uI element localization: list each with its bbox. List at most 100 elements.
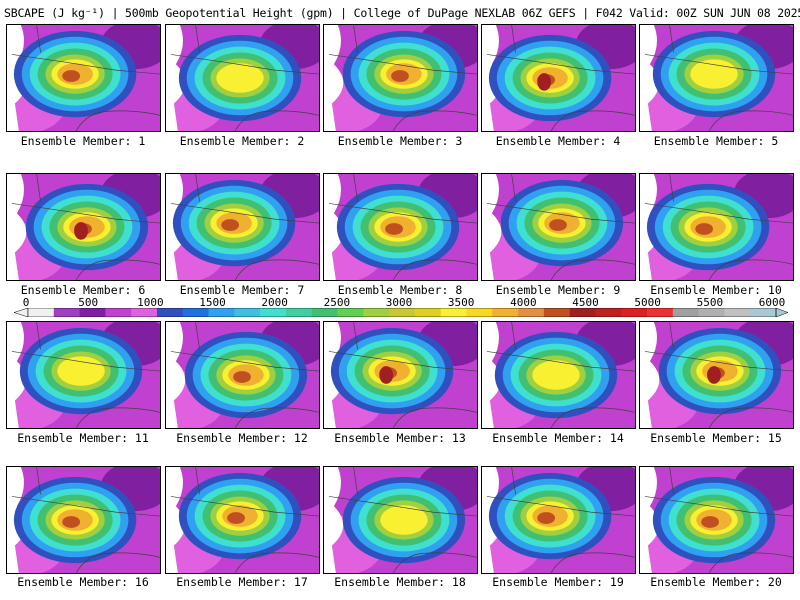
ensemble-member-label: Ensemble Member: 14 <box>492 431 624 445</box>
ensemble-member-label: Ensemble Member: 12 <box>176 431 308 445</box>
cape-map <box>324 322 477 428</box>
cape-map <box>640 25 793 131</box>
colorbar-tick-label: 4000 <box>510 296 537 309</box>
colorbar-tick-label: 5000 <box>634 296 661 309</box>
ensemble-map-panel <box>6 173 161 281</box>
ensemble-member-label: Ensemble Member: 4 <box>495 134 621 148</box>
colorbar-swatch <box>750 308 777 317</box>
ensemble-map-panel <box>481 24 636 132</box>
colorbar-tick-label: 3500 <box>447 296 475 309</box>
ensemble-map-panel <box>639 321 794 429</box>
ensemble-member-label: Ensemble Member: 19 <box>492 575 624 589</box>
ensemble-map-panel <box>323 321 478 429</box>
colorbar-swatch <box>208 308 235 317</box>
low-cape-region <box>7 322 27 428</box>
cape-map <box>482 467 635 573</box>
ensemble-member-label: Ensemble Member: 17 <box>176 575 308 589</box>
ensemble-map-panel <box>481 173 636 281</box>
colorbar-swatch <box>543 308 570 317</box>
colorbar-tick-label: 6000 <box>758 296 786 309</box>
cape-colorbar <box>14 308 788 317</box>
ensemble-member-label: Ensemble Member: 8 <box>337 283 463 297</box>
cape-map <box>640 174 793 280</box>
cape-map <box>166 174 319 280</box>
ensemble-map-panel <box>481 466 636 574</box>
colorbar-swatch <box>595 308 622 317</box>
colorbar-swatch <box>79 308 106 317</box>
ensemble-member-label: Ensemble Member: 3 <box>337 134 463 148</box>
cape-map <box>166 25 319 131</box>
ensemble-map-panel <box>165 173 320 281</box>
colorbar-swatch <box>414 308 441 317</box>
cape-map <box>7 322 160 428</box>
ensemble-map-panel <box>6 24 161 132</box>
ensemble-map-panel <box>639 173 794 281</box>
low-cape-region <box>640 25 660 131</box>
colorbar-swatch <box>182 308 209 317</box>
cape-map <box>7 174 160 280</box>
colorbar-swatch <box>131 308 158 317</box>
colorbar-swatch <box>492 308 519 317</box>
colorbar-swatch <box>260 308 287 317</box>
ensemble-map-panel <box>323 173 478 281</box>
low-cape-region <box>324 467 344 573</box>
cape-map <box>640 322 793 428</box>
ensemble-map-panel <box>481 321 636 429</box>
ensemble-member-label: Ensemble Member: 15 <box>650 431 782 445</box>
colorbar-swatch <box>285 308 313 317</box>
ensemble-member-label: Ensemble Member: 5 <box>653 134 779 148</box>
colorbar-swatch <box>621 308 648 317</box>
low-cape-region <box>640 467 660 573</box>
colorbar-tick-label: 500 <box>78 296 99 309</box>
low-cape-region <box>482 322 502 428</box>
ensemble-member-label: Ensemble Member: 9 <box>495 283 621 297</box>
ensemble-member-label: Ensemble Member: 11 <box>17 431 149 445</box>
colorbar-swatch <box>389 308 416 317</box>
ensemble-member-label: Ensemble Member: 20 <box>650 575 782 589</box>
cape-map <box>166 467 319 573</box>
ensemble-member-label: Ensemble Member: 16 <box>17 575 149 589</box>
ensemble-map-panel <box>323 24 478 132</box>
ensemble-map-panel <box>323 466 478 574</box>
colorbar-tick-label: 3000 <box>385 296 413 309</box>
cape-map <box>324 25 477 131</box>
cape-map <box>324 174 477 280</box>
colorbar-tick-label: 5500 <box>696 296 724 309</box>
ensemble-map-panel <box>6 321 161 429</box>
colorbar-swatch <box>724 308 751 317</box>
cape-map <box>324 467 477 573</box>
colorbar-swatch <box>698 308 725 317</box>
ensemble-map-panel <box>165 321 320 429</box>
colorbar-tick-label: 4500 <box>572 296 599 309</box>
colorbar-swatch <box>440 308 467 317</box>
ensemble-member-label: Ensemble Member: 1 <box>20 134 146 148</box>
colorbar-swatch <box>234 308 261 317</box>
colorbar-swatch <box>311 308 338 317</box>
ensemble-map-panel <box>639 24 794 132</box>
ensemble-member-label: Ensemble Member: 6 <box>20 283 146 297</box>
low-cape-region <box>166 322 186 428</box>
colorbar-tick-label: 2500 <box>323 296 351 309</box>
ensemble-map-panel <box>165 24 320 132</box>
colorbar-swatch <box>363 308 390 317</box>
colorbar-min-arrow <box>14 308 29 317</box>
ensemble-member-label: Ensemble Member: 18 <box>334 575 466 589</box>
ensemble-member-label: Ensemble Member: 7 <box>179 283 305 297</box>
colorbar-swatch <box>28 308 55 317</box>
low-cape-region <box>324 25 344 131</box>
colorbar-tick-label: 0 <box>22 296 30 309</box>
low-cape-region <box>482 174 502 280</box>
colorbar-swatch <box>466 308 493 317</box>
colorbar-tick-label: 1000 <box>137 296 164 309</box>
colorbar-tick-labels: 0 500 1000 1500 2000 2500 3000 3500 4000 4500 5000… <box>0 296 800 309</box>
ensemble-map-panel <box>639 466 794 574</box>
ensemble-member-label: Ensemble Member: 10 <box>650 283 782 297</box>
ensemble-map-panel <box>165 466 320 574</box>
colorbar-swatch <box>105 308 132 317</box>
ensemble-map-panel <box>6 466 161 574</box>
cape-map <box>7 25 160 131</box>
colorbar-swatch <box>156 308 184 317</box>
colorbar-tick-label: 2000 <box>261 296 288 309</box>
low-cape-region <box>324 174 344 280</box>
cape-map <box>482 25 635 131</box>
